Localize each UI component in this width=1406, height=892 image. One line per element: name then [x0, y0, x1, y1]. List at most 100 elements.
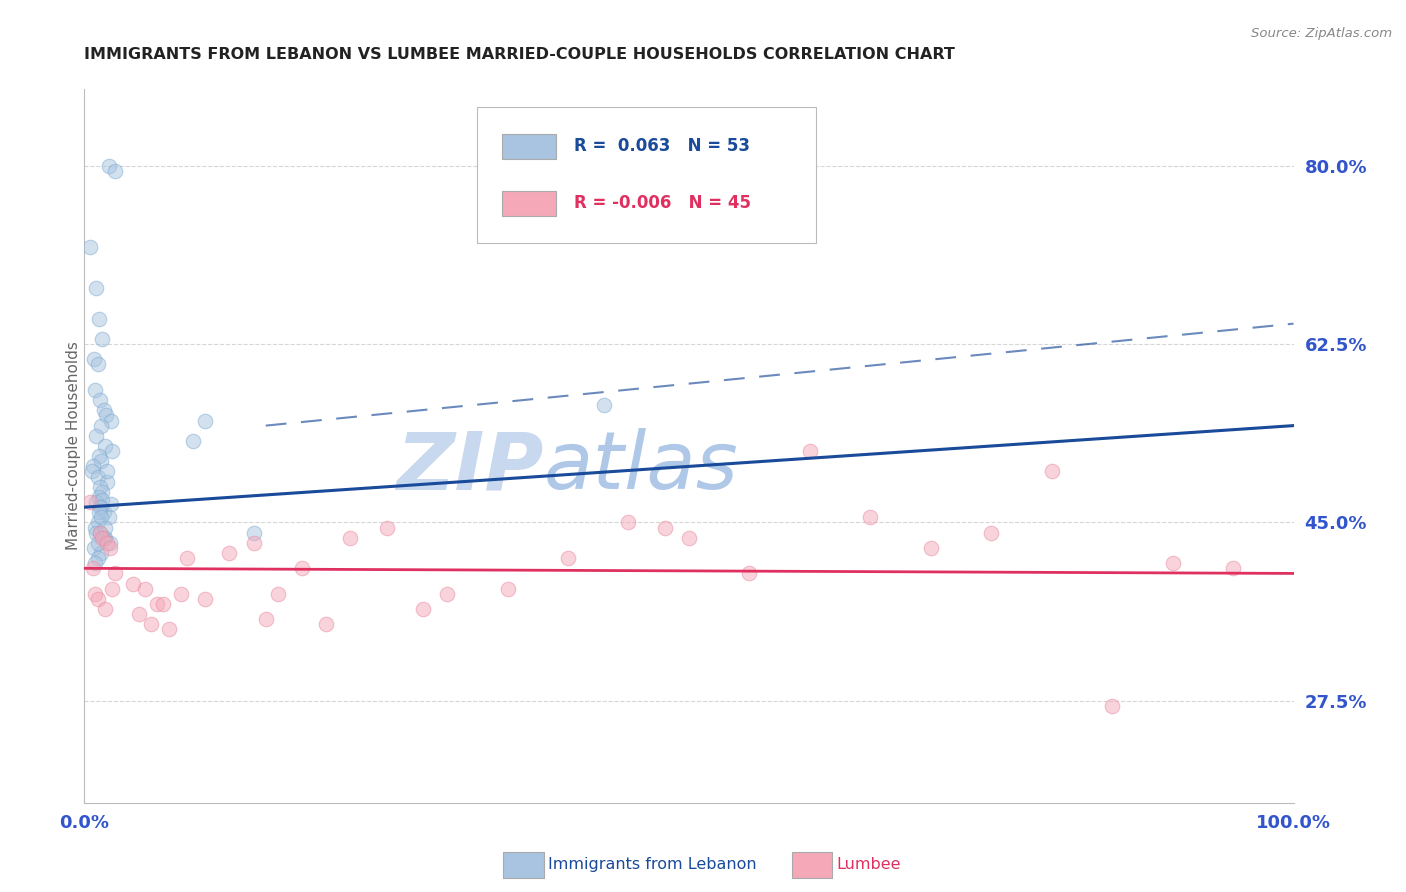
Text: ZIP: ZIP	[396, 428, 544, 507]
Point	[157, 623, 180, 637]
Point	[94, 602, 117, 616]
Point	[89, 393, 111, 408]
Bar	[502, 134, 555, 159]
Point	[91, 531, 114, 545]
FancyBboxPatch shape	[478, 107, 815, 243]
Point	[82, 561, 104, 575]
Point	[86, 551, 108, 566]
Point	[799, 444, 821, 458]
Point	[678, 531, 700, 545]
Point	[170, 587, 193, 601]
Text: atlas: atlas	[544, 428, 738, 507]
Point	[1161, 556, 1184, 570]
Point	[96, 536, 118, 550]
Text: Immigrants from Lebanon: Immigrants from Lebanon	[548, 857, 756, 871]
Point	[859, 510, 882, 524]
Point	[86, 495, 108, 509]
Point	[98, 536, 121, 550]
Point	[134, 582, 156, 596]
Point	[254, 612, 277, 626]
Point	[496, 582, 519, 596]
Point	[90, 418, 112, 433]
Point	[1101, 698, 1123, 713]
Text: Lumbee: Lumbee	[837, 857, 901, 871]
Point	[86, 281, 108, 295]
Point	[91, 493, 114, 508]
Point	[242, 525, 264, 540]
Point	[100, 497, 122, 511]
Point	[128, 607, 150, 622]
Point	[104, 163, 127, 178]
Point	[90, 500, 112, 515]
Point	[242, 536, 264, 550]
Point	[80, 465, 103, 479]
Point	[94, 520, 117, 534]
Point	[87, 311, 110, 326]
Point	[94, 409, 117, 423]
Point	[101, 582, 124, 596]
Point	[86, 591, 108, 606]
Point	[87, 490, 110, 504]
Text: Source: ZipAtlas.com: Source: ZipAtlas.com	[1251, 27, 1392, 40]
Point	[89, 525, 111, 540]
Point	[176, 551, 198, 566]
Point	[121, 576, 143, 591]
Point	[291, 561, 314, 575]
Point	[436, 587, 458, 601]
Point	[375, 520, 398, 534]
Point	[93, 505, 115, 519]
Point	[1040, 465, 1063, 479]
Point	[86, 536, 108, 550]
Point	[86, 429, 108, 443]
Point	[412, 602, 434, 616]
Point	[84, 520, 107, 534]
Point	[89, 525, 111, 540]
Point	[139, 617, 162, 632]
Point	[593, 398, 616, 412]
Point	[980, 525, 1002, 540]
Point	[920, 541, 942, 555]
Point	[87, 449, 110, 463]
Point	[315, 617, 337, 632]
Point	[84, 383, 107, 397]
Point	[97, 159, 120, 173]
Point	[90, 454, 112, 468]
Point	[617, 516, 640, 530]
Text: R = -0.006   N = 45: R = -0.006 N = 45	[574, 194, 751, 212]
Point	[79, 240, 101, 254]
Point	[104, 566, 127, 581]
Point	[100, 413, 122, 427]
Text: IMMIGRANTS FROM LEBANON VS LUMBEE MARRIED-COUPLE HOUSEHOLDS CORRELATION CHART: IMMIGRANTS FROM LEBANON VS LUMBEE MARRIE…	[84, 47, 955, 62]
Point	[86, 516, 108, 530]
Point	[152, 597, 174, 611]
Point	[89, 500, 111, 515]
Point	[194, 591, 217, 606]
Point	[101, 444, 124, 458]
Point	[96, 475, 118, 489]
Point	[84, 587, 107, 601]
Point	[86, 358, 108, 372]
Point	[90, 510, 112, 524]
Point	[79, 495, 101, 509]
Text: R =  0.063   N = 53: R = 0.063 N = 53	[574, 137, 749, 155]
Point	[218, 546, 240, 560]
Point	[91, 484, 114, 499]
Y-axis label: Married-couple Households: Married-couple Households	[66, 342, 80, 550]
Point	[267, 587, 290, 601]
Point	[94, 439, 117, 453]
Point	[91, 332, 114, 346]
Point	[654, 520, 676, 534]
Point	[82, 459, 104, 474]
Point	[98, 541, 121, 555]
Bar	[502, 191, 555, 216]
Point	[83, 541, 105, 555]
Point	[738, 566, 761, 581]
Point	[86, 525, 108, 540]
Point	[93, 531, 115, 545]
Point	[339, 531, 361, 545]
Point	[86, 469, 108, 483]
Point	[96, 465, 118, 479]
Point	[194, 413, 217, 427]
Point	[146, 597, 169, 611]
Point	[89, 480, 111, 494]
